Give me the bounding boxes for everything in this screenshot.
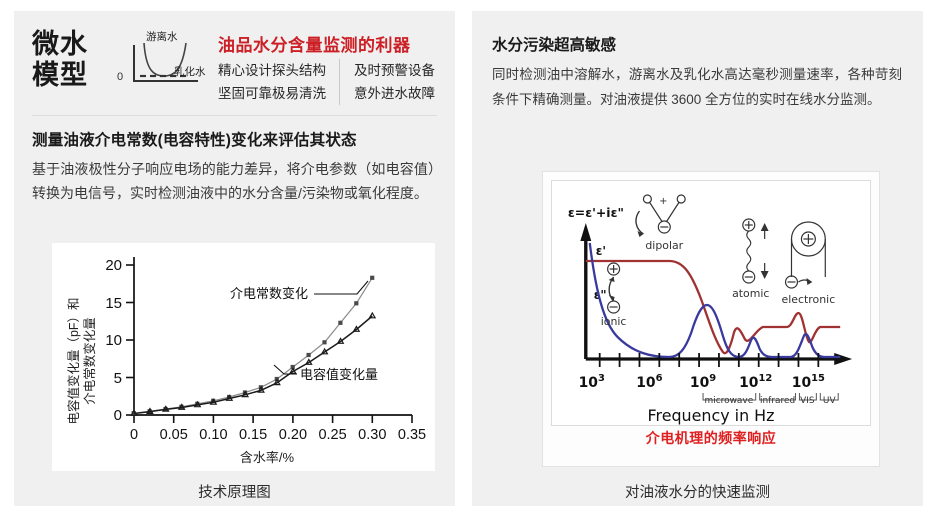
electronic-label: electronic — [782, 293, 836, 306]
ionic-label: ionic — [601, 315, 627, 328]
svg-text:0: 0 — [114, 407, 122, 424]
svg-text:0.05: 0.05 — [160, 427, 188, 443]
svg-text:0: 0 — [130, 427, 138, 443]
feature-grid: 精心设计探头结构 坚固可靠极易清洗 及时预警设备 意外进水故障 — [218, 59, 435, 105]
svg-text:0.30: 0.30 — [358, 427, 386, 443]
right-title: 水分污染超高敏感 — [492, 37, 617, 54]
capacitance-water-content-chart: 电容值变化量（pF）和 介电常数变化量 0 5 — [52, 243, 435, 471]
svg-text:infrared: infrared — [760, 396, 795, 406]
brand-logo: 微水 模型 — [32, 29, 142, 91]
atomic-icon — [742, 218, 769, 284]
brand-line-2: 模型 — [32, 60, 88, 90]
svg-text:10: 10 — [105, 332, 122, 349]
svg-text:介电常数变化: 介电常数变化 — [230, 286, 308, 301]
svg-text:5: 5 — [114, 370, 122, 387]
dielectric-figure-red-caption: 介电机理的频率响应 — [645, 430, 777, 446]
svg-text:VIS: VIS — [800, 396, 815, 406]
svg-text:UV: UV — [823, 396, 837, 406]
dielectric-response-chart-card: ε=ε'+iε" ε' ε" — [542, 171, 880, 467]
u-curve-zero-label: 0 — [117, 71, 124, 83]
svg-text:0.15: 0.15 — [239, 427, 267, 443]
svg-text:0.35: 0.35 — [398, 427, 426, 443]
frequency-band-brackets — [702, 393, 839, 401]
y-axis-label-line2: 介电常数变化量 — [82, 317, 97, 405]
dielectric-frequency-response-chart: ε=ε'+iε" ε' ε" — [552, 181, 870, 425]
electronic-icon — [784, 221, 826, 289]
permittivity-formula: ε=ε'+iε" — [568, 205, 624, 220]
feature-column-1: 精心设计探头结构 坚固可靠极易清洗 — [218, 59, 339, 105]
feature-item: 及时预警设备 — [354, 63, 435, 78]
technical-principle-chart-card: 电容值变化量（pF）和 介电常数变化量 0 5 — [52, 243, 435, 471]
ionic-icon — [607, 262, 621, 314]
left-subheading: 测量油液介电常数(电容特性)变化来评估其状态 — [32, 132, 357, 149]
left-panel-header: 微水 模型 0 游离水 乳化水 — [14, 11, 455, 105]
svg-text:microwave: microwave — [705, 396, 754, 406]
annotation-capacitance-value: 电容值变化量 — [273, 364, 378, 382]
x-axis-ticks — [133, 415, 413, 423]
right-feature-panel: 水分污染超高敏感 同时检测油中溶解水，游离水及乳化水高达毫秒测量速率，各种苛刻条… — [472, 11, 923, 506]
left-feature-panel: 微水 模型 0 游离水 乳化水 — [14, 11, 455, 506]
dipolar-plus-sign: + — [659, 196, 667, 207]
y-axis-tick-labels: 0 5 10 15 20 — [105, 257, 122, 424]
header-divider — [32, 115, 437, 116]
x-axis-tick-labels: 0 0.05 0.10 0.15 0.20 0.25 0.30 0.35 — [130, 427, 426, 443]
annotation-dielectric-constant: 介电常数变化 — [230, 280, 369, 301]
frequency-band-labels: microwave infrared VIS UV — [705, 396, 837, 406]
series-capacitance-value — [130, 311, 377, 416]
right-panel-caption: 对油液水分的快速监测 — [625, 485, 770, 501]
u-curve-diagram: 0 游离水 乳化水 — [117, 31, 210, 93]
atomic-label: atomic — [732, 287, 769, 300]
u-curve-svg — [133, 42, 198, 82]
x-axis-title: 含水率/% — [240, 450, 295, 465]
left-headline: 油品水分含量监测的利器 — [218, 36, 411, 55]
svg-text:0.10: 0.10 — [199, 427, 227, 443]
series-2-markers — [130, 311, 377, 416]
feature-column-2: 及时预警设备 意外进水故障 — [339, 59, 435, 105]
svg-text:0.20: 0.20 — [279, 427, 307, 443]
svg-text:20: 20 — [105, 257, 122, 274]
feature-item: 精心设计探头结构 — [218, 63, 326, 78]
u-curve-free-water-label: 游离水 — [146, 31, 178, 43]
x-axis-minor-ticks — [598, 353, 820, 367]
left-body-text: 基于油液极性分子响应电场的能力差异，将介电参数（如电容值）转换为电信号，实时检测… — [32, 161, 442, 201]
feature-item: 意外进水故障 — [354, 86, 435, 101]
svg-text:15: 15 — [105, 295, 122, 312]
left-panel-caption: 技术原理图 — [198, 485, 271, 501]
svg-text:电容值变化量: 电容值变化量 — [300, 367, 378, 382]
u-curve-emulsified-water-label: 乳化水 — [174, 66, 206, 78]
chart-axes — [133, 257, 412, 416]
dipolar-label: dipolar — [645, 239, 683, 252]
feature-item: 坚固可靠极易清洗 — [218, 86, 326, 101]
left-panel-body: 测量油液介电常数(电容特性)变化来评估其状态 基于油液极性分子响应电场的能力差异… — [32, 128, 442, 205]
y-axis-arrow — [580, 223, 592, 359]
dipolar-icon — [635, 194, 686, 237]
right-body-text: 同时检测油中溶解水，游离水及乳化水高达毫秒测量速率，各种苛刻条件下精确测量。对油… — [492, 67, 902, 107]
y-axis-label-line1: 电容值变化量（pF）和 — [66, 297, 81, 424]
frequency-axis-title: Frequency in Hz — [648, 406, 775, 425]
dielectric-response-frame: ε=ε'+iε" ε' ε" — [551, 180, 871, 426]
svg-text:0.25: 0.25 — [318, 427, 346, 443]
epsilon-real-label: ε' — [596, 244, 606, 258]
brand-line-1: 微水 — [32, 29, 88, 59]
right-panel-header: 水分污染超高敏感 同时检测油中溶解水，游离水及乳化水高达毫秒测量速率，各种苛刻条… — [492, 33, 902, 112]
